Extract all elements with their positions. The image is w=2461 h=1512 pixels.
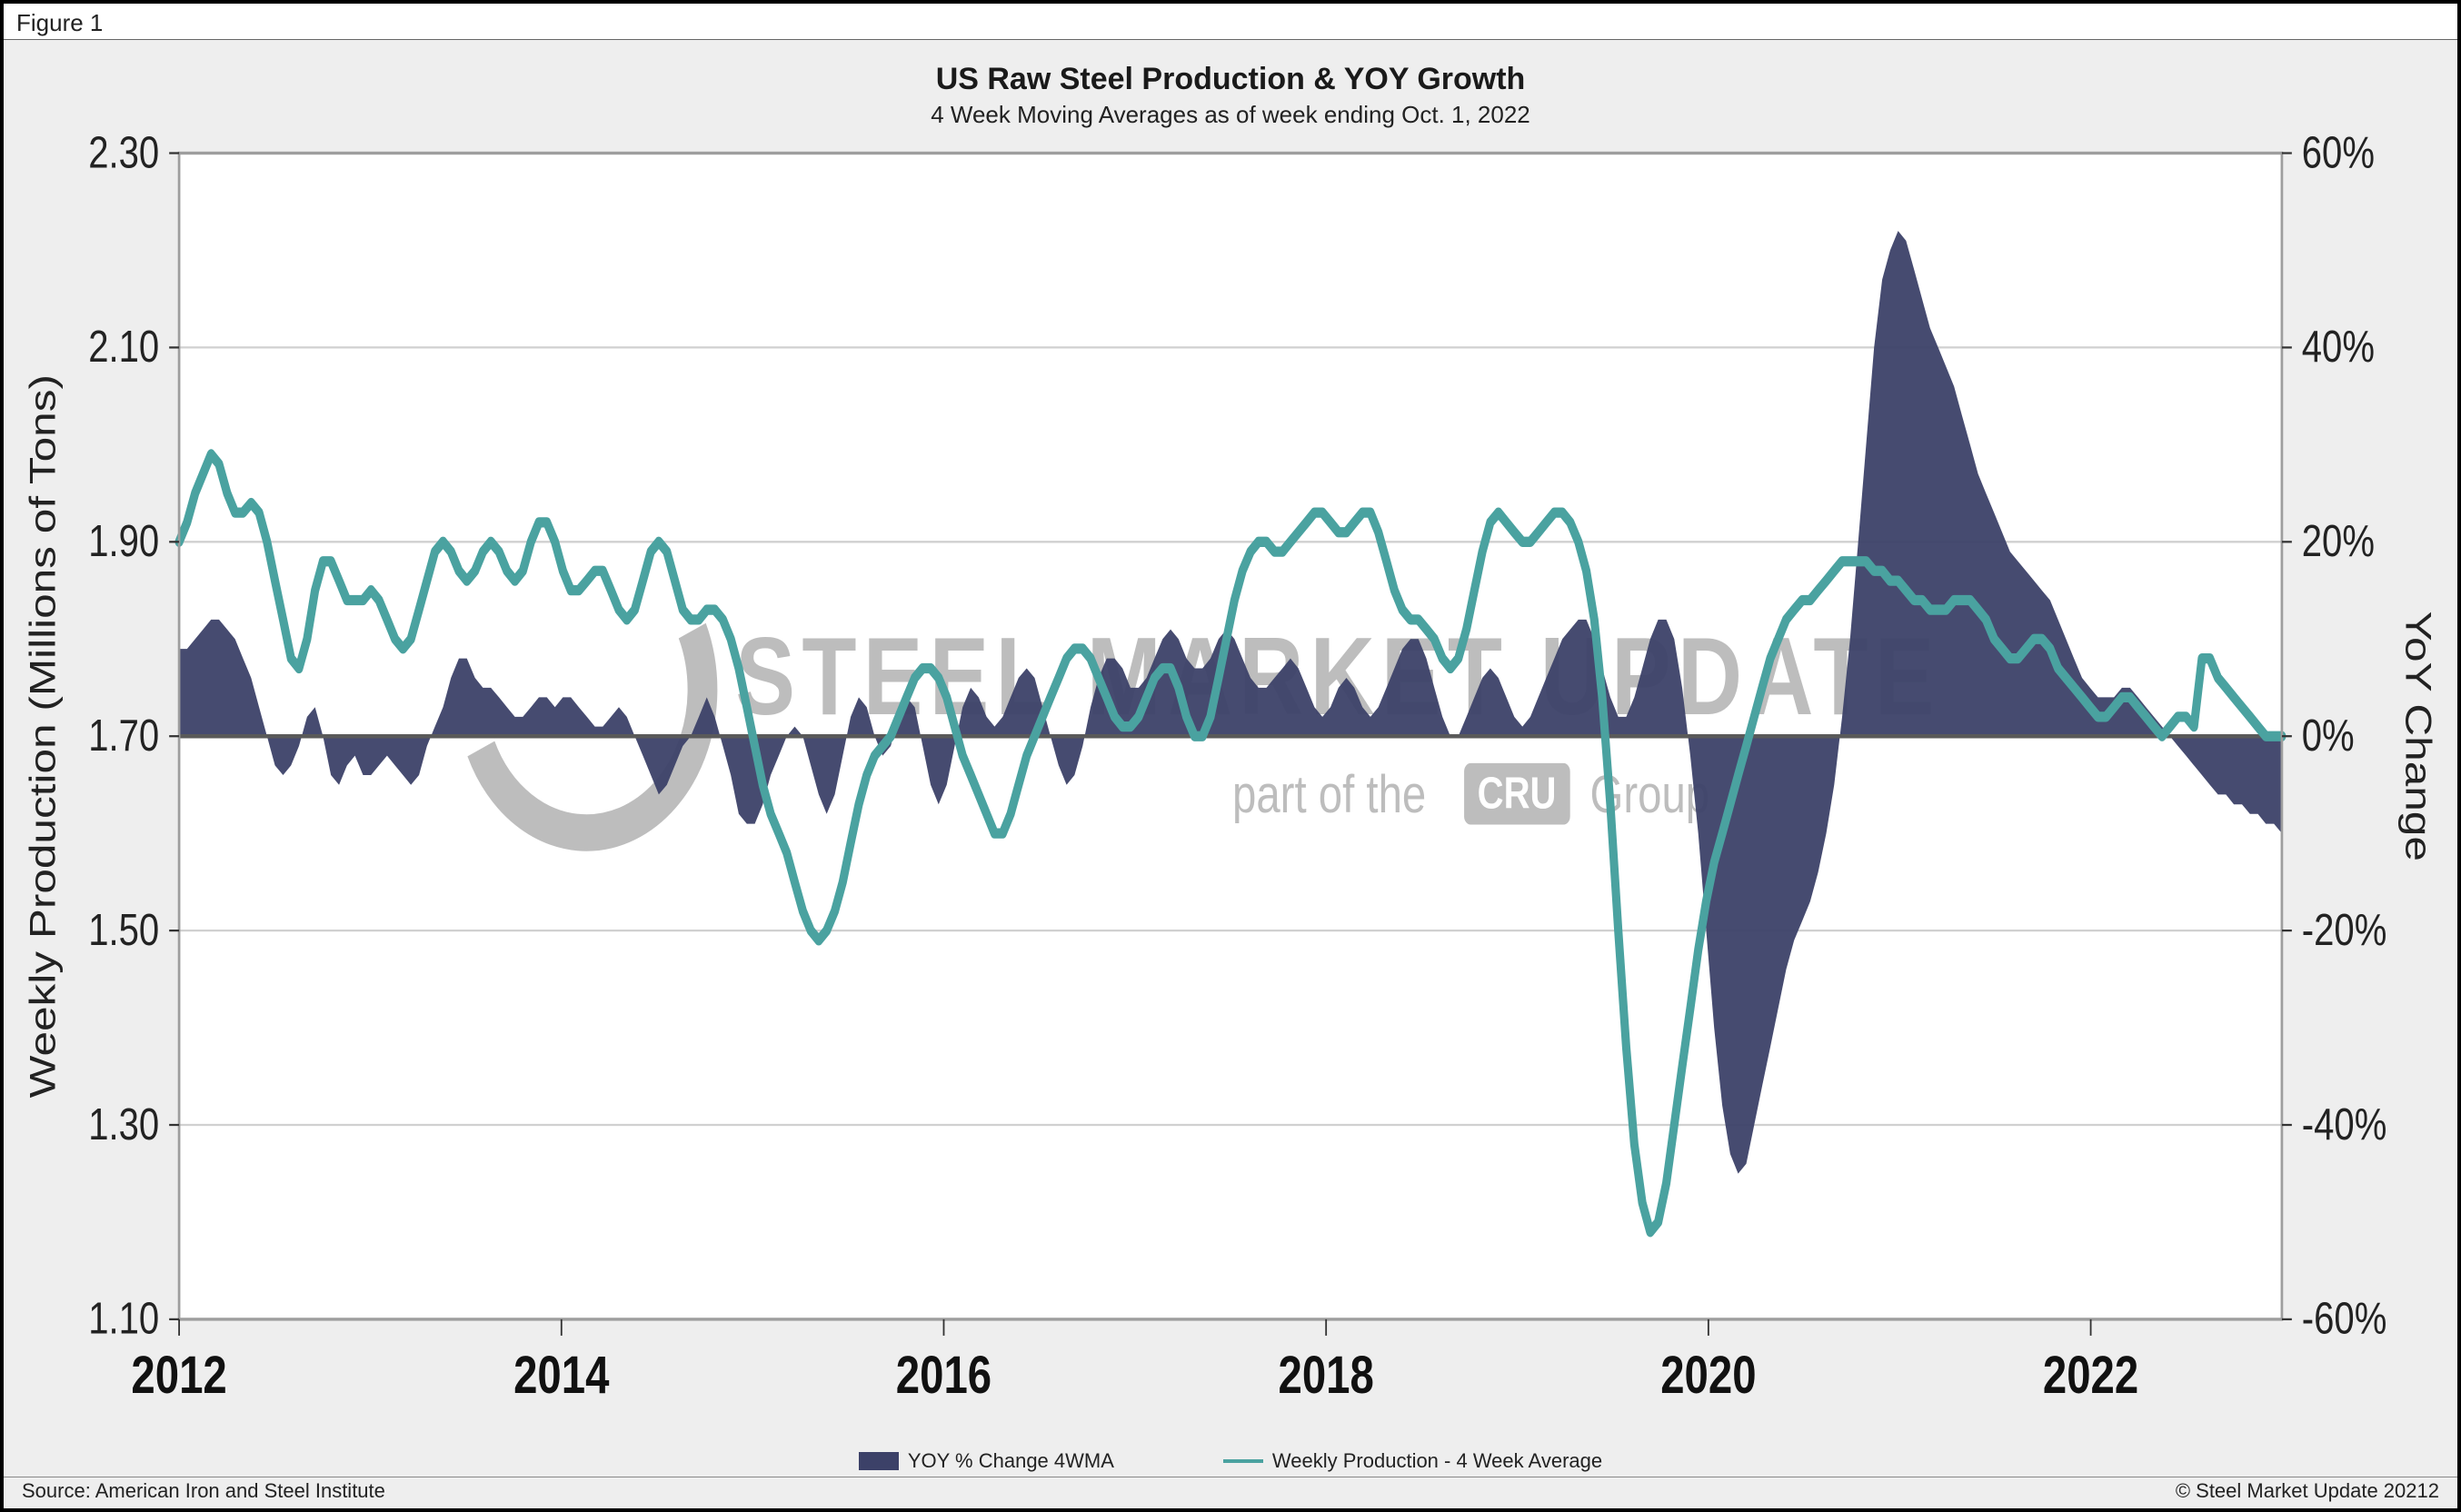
svg-text:2012: 2012 [131,1346,226,1405]
svg-text:part of the: part of the [1232,765,1426,824]
chart-subtitle: 4 Week Moving Averages as of week ending… [13,101,2448,129]
svg-text:60%: 60% [2302,133,2375,177]
legend-label-line: Weekly Production - 4 Week Average [1272,1449,1602,1473]
svg-text:-20%: -20% [2302,904,2387,955]
svg-text:1.10: 1.10 [88,1293,159,1344]
svg-text:YoY Change: YoY Change [2398,612,2439,861]
figure-frame: Figure 1 US Raw Steel Production & YOY G… [0,0,2461,1512]
svg-text:2018: 2018 [1278,1346,1373,1405]
svg-text:CRU: CRU [1478,767,1557,818]
svg-text:2014: 2014 [513,1346,610,1405]
svg-text:40%: 40% [2302,321,2375,372]
chart-plot-container: STEEL MARKET UPDATEpart of theCRUGroup1.… [22,133,2439,1442]
footer-copyright: © Steel Market Update 20212 [2176,1479,2439,1503]
svg-text:2.10: 2.10 [88,321,159,372]
chart-title: US Raw Steel Production & YOY Growth [13,62,2448,97]
svg-text:2022: 2022 [2043,1346,2138,1405]
legend-item-area: YOY % Change 4WMA [859,1449,1114,1473]
svg-text:2.30: 2.30 [88,133,159,177]
legend-swatch-area [859,1452,899,1470]
svg-text:0%: 0% [2302,710,2355,761]
svg-text:2020: 2020 [1660,1346,1756,1405]
svg-text:1.50: 1.50 [88,904,159,955]
footer-source: Source: American Iron and Steel Institut… [22,1479,385,1503]
chart-panel: US Raw Steel Production & YOY Growth 4 W… [4,40,2457,1508]
svg-text:1.30: 1.30 [88,1099,159,1149]
footer: Source: American Iron and Steel Institut… [4,1477,2457,1508]
svg-text:-40%: -40% [2302,1099,2387,1149]
svg-text:1.70: 1.70 [88,710,159,761]
svg-text:2016: 2016 [896,1346,991,1405]
legend-swatch-line [1223,1459,1263,1463]
legend-label-area: YOY % Change 4WMA [908,1449,1114,1473]
svg-text:20%: 20% [2302,515,2375,566]
svg-text:-60%: -60% [2302,1293,2387,1344]
svg-text:Weekly Production (Millions of: Weekly Production (Millions of Tons) [22,374,63,1098]
legend-item-line: Weekly Production - 4 Week Average [1223,1449,1602,1473]
legend: YOY % Change 4WMA Weekly Production - 4 … [4,1442,2457,1477]
svg-text:1.90: 1.90 [88,515,159,566]
figure-label: Figure 1 [4,4,2457,40]
chart-svg: STEEL MARKET UPDATEpart of theCRUGroup1.… [22,133,2439,1442]
